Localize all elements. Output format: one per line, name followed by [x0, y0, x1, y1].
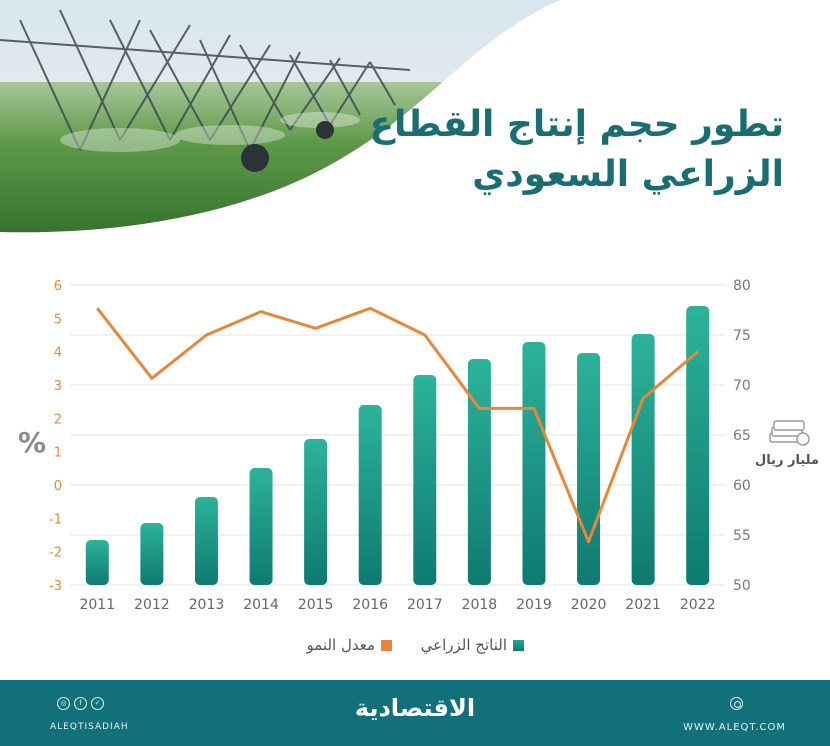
x-tick-label: 2022: [680, 597, 716, 613]
growth-point-2014: [260, 311, 262, 313]
social-icons: ◎ f ✓: [57, 697, 104, 710]
right-axis-label: مليار ريال: [755, 453, 819, 468]
bar-2016: [358, 405, 382, 585]
website-link[interactable]: WWW.ALEQT.COM: [683, 722, 786, 733]
facebook-icon[interactable]: f: [74, 697, 87, 710]
left-axis-tick: 1: [54, 446, 62, 461]
bar-2013: [194, 497, 218, 585]
left-axis-tick: -2: [49, 546, 62, 561]
growth-point-2018: [478, 407, 480, 409]
bar-2021: [631, 334, 655, 585]
growth-point-2021: [642, 397, 644, 399]
header-photo: [0, 0, 560, 233]
left-axis-tick: 2: [54, 412, 62, 427]
bar-2020: [577, 353, 601, 585]
instagram-icon[interactable]: ◎: [57, 697, 70, 710]
x-tick-label: 2012: [134, 597, 170, 613]
right-axis-tick: 50: [733, 578, 751, 594]
bar-2017: [413, 375, 437, 585]
legend-swatch-production: [513, 639, 524, 651]
growth-line: [96, 306, 699, 544]
bar-2015: [304, 439, 328, 585]
legend-label-growth: معدل النمو: [306, 636, 376, 654]
left-axis-tick: -3: [49, 579, 62, 594]
globe-icon: [730, 697, 743, 710]
legend: الناتج الزراعي معدل النمو: [0, 636, 830, 660]
page-title: تطور حجم إنتاج القطاع الزراعي السعودي: [364, 100, 784, 200]
right-axis-tick: 80: [733, 278, 751, 294]
bar-2018: [467, 359, 491, 585]
left-axis-tick: 5: [54, 312, 62, 327]
x-tick-label: 2017: [407, 597, 443, 613]
bar-2022: [686, 306, 710, 585]
growth-point-2022: [697, 351, 699, 353]
legend-label-production: الناتج الزراعي: [420, 636, 507, 654]
bar-2011: [85, 540, 109, 585]
right-axis-tick: 55: [733, 528, 751, 544]
growth-point-2011: [96, 307, 98, 309]
right-axis-tick: 70: [733, 378, 751, 394]
x-tick-label: 2018: [462, 597, 498, 613]
legend-item-growth: معدل النمو: [306, 636, 392, 654]
legend-swatch-growth: [381, 639, 392, 651]
left-axis-tick: 0: [54, 479, 62, 494]
left-axis-tick: -1: [49, 512, 62, 527]
growth-point-2017: [424, 334, 426, 336]
growth-point-2020: [588, 541, 590, 543]
growth-point-2019: [533, 407, 535, 409]
footer: ◎ f ✓ ALEQTISADIAH الاقتصادية WWW.ALEQT.…: [0, 680, 830, 746]
twitter-icon[interactable]: ✓: [91, 697, 104, 710]
x-tick-label: 2020: [571, 597, 607, 613]
growth-point-2016: [369, 307, 371, 309]
title-line-1: تطور حجم إنتاج القطاع: [369, 104, 784, 145]
x-tick-label: 2013: [189, 597, 225, 613]
x-tick-label: 2011: [79, 597, 115, 613]
x-tick-label: 2019: [516, 597, 552, 613]
bar-2012: [140, 523, 164, 585]
left-axis-tick: 3: [54, 379, 62, 394]
right-axis-tick: 75: [733, 328, 751, 344]
money-stack-icon: [769, 420, 810, 446]
growth-point-2015: [315, 327, 317, 329]
right-axis-tick: 60: [733, 478, 751, 494]
bar-2019: [522, 342, 546, 585]
x-tick-label: 2021: [625, 597, 661, 613]
bar-2014: [249, 468, 273, 585]
x-tick-label: 2015: [298, 597, 334, 613]
legend-item-production: الناتج الزراعي: [421, 636, 524, 654]
x-tick-label: 2016: [352, 597, 388, 613]
brand-logo: الاقتصادية: [354, 694, 476, 722]
x-tick-label: 2014: [243, 597, 279, 613]
right-axis-tick: 65: [733, 428, 751, 444]
growth-point-2012: [151, 377, 153, 379]
left-axis-tick: 6: [54, 279, 62, 294]
left-axis-label: %: [18, 426, 46, 459]
growth-point-2013: [205, 334, 207, 336]
title-line-2: الزراعي السعودي: [472, 154, 784, 195]
left-axis-tick: 4: [54, 346, 62, 361]
social-handle[interactable]: ALEQTISADIAH: [50, 722, 129, 732]
